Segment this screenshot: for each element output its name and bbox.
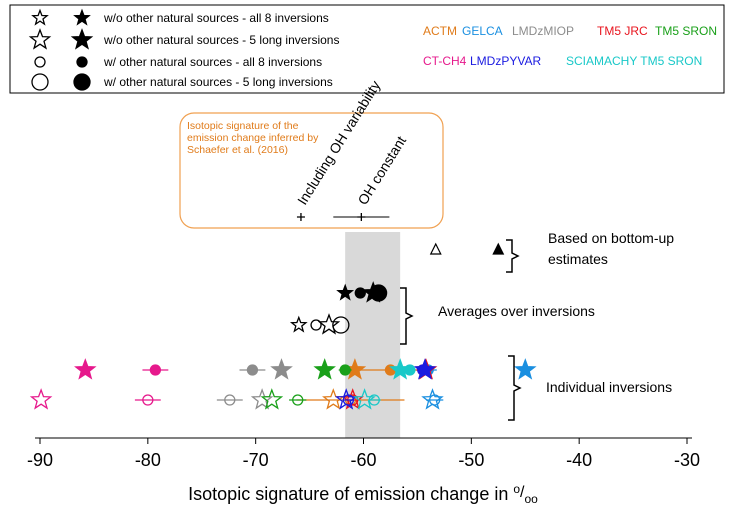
legend-series-name: TM5 JRC (597, 24, 648, 38)
x-tick-label: -30 (674, 450, 700, 470)
bracket (400, 287, 414, 345)
star-marker (336, 283, 355, 301)
star-marker (73, 8, 91, 26)
legend-series-name: ACTM (423, 24, 457, 38)
circle-marker (76, 56, 88, 68)
plus-marker (296, 213, 305, 221)
circle-marker (31, 73, 49, 91)
star-marker (270, 358, 293, 380)
x-axis-label: Isotopic signature of emission change in… (188, 482, 538, 506)
circle-marker (34, 56, 46, 68)
triangle-marker (429, 242, 442, 255)
legend-series-name: LMDzPYVAR (470, 54, 541, 68)
star-marker (317, 313, 341, 335)
legend-label: w/ other natural sources - 5 long invers… (103, 75, 333, 89)
annotation: Individual inversions (546, 379, 672, 395)
legend-series-name: LMDzMIOP (512, 24, 574, 38)
legend-series-name: SCIAMACHY TM5 SRON (566, 54, 702, 68)
star-marker (421, 388, 444, 410)
x-tick-label: -70 (243, 450, 269, 470)
circle-marker (224, 394, 236, 406)
rotated-label: OH constant (354, 133, 409, 208)
shaded-range (345, 232, 401, 438)
legend-series-name: GELCA (462, 24, 503, 38)
reference-text: Schaefer et al. (2016) (187, 144, 288, 156)
circle-marker (149, 364, 162, 376)
star-marker (413, 358, 437, 380)
legend-label: w/o other natural sources - all 8 invers… (103, 11, 329, 25)
reference-box (179, 112, 444, 229)
x-axis-label-text: Isotopic signature of emission change in (188, 484, 508, 504)
triangle-marker (492, 242, 505, 255)
x-tick-label: -60 (350, 450, 376, 470)
star-marker (353, 388, 376, 410)
x-tick-label: -90 (27, 450, 53, 470)
star-marker (260, 388, 284, 410)
x-tick-label: -40 (566, 450, 592, 470)
circle-marker (332, 316, 350, 334)
star-marker (334, 388, 358, 410)
annotation: Based on bottom-up (548, 230, 674, 246)
circle-marker (369, 284, 388, 302)
annotation: Averages over inversions (438, 303, 595, 319)
star-marker (31, 8, 49, 26)
star-marker (513, 358, 537, 380)
bracket (508, 355, 522, 421)
star-marker (70, 28, 94, 50)
circle-marker (246, 364, 259, 376)
x-tick-label: -50 (458, 450, 484, 470)
star-marker (28, 28, 52, 50)
star-marker (313, 358, 336, 380)
reference-text: emission change inferred by (187, 132, 319, 144)
x-axis-unit: / (520, 484, 525, 501)
circle-marker (142, 394, 154, 406)
star-marker (29, 388, 53, 410)
circle-marker (354, 287, 366, 299)
x-tick-label: -80 (135, 450, 161, 470)
legend-box (9, 4, 725, 94)
x-axis-unit: oo (524, 492, 538, 506)
circle-marker (310, 319, 322, 331)
bracket (506, 239, 520, 273)
circle-marker (73, 73, 91, 91)
star-marker (289, 315, 308, 333)
reference-text: Isotopic signature of the (187, 120, 299, 132)
star-marker (388, 358, 412, 380)
star-marker (250, 388, 274, 410)
legend-label: w/ other natural sources - all 8 inversi… (103, 55, 322, 69)
circle-marker (292, 394, 304, 406)
legend-series-name: CT-CH4 (423, 54, 467, 68)
circle-marker (339, 364, 351, 376)
x-axis-unit: o (513, 482, 520, 496)
annotation: estimates (548, 251, 608, 267)
star-marker (74, 358, 97, 380)
legend-label: w/o other natural sources - 5 long inver… (103, 33, 339, 47)
plus-marker (357, 213, 366, 221)
legend-series-name: TM5 SRON (655, 24, 717, 38)
